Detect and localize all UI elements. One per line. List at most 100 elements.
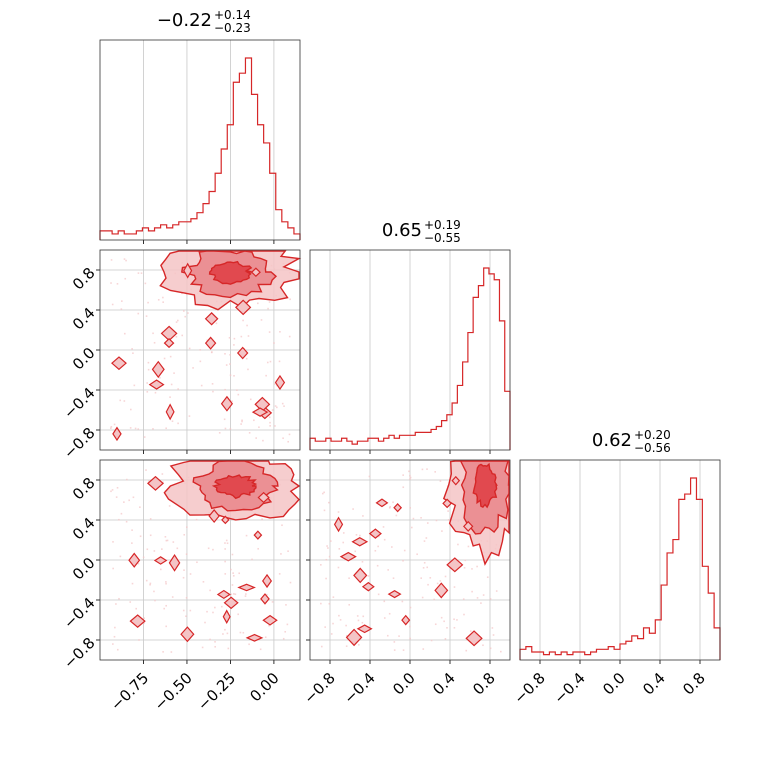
- sample-point: [348, 577, 350, 579]
- sample-point: [116, 283, 119, 285]
- sample-point: [393, 649, 396, 651]
- sample-point: [285, 604, 287, 606]
- sample-point: [138, 639, 140, 641]
- contour-island: [451, 475, 461, 486]
- sample-point: [206, 339, 209, 342]
- sample-point: [134, 427, 137, 430]
- sample-point: [119, 399, 122, 402]
- sample-point: [125, 259, 127, 262]
- sample-point: [116, 648, 119, 651]
- sample-point: [495, 590, 498, 592]
- sample-point: [433, 598, 435, 601]
- histogram-panel-frame: [519, 459, 721, 661]
- sample-point: [146, 548, 149, 551]
- sample-point: [330, 633, 333, 635]
- sample-point: [389, 505, 391, 508]
- y-tick-label: 0.0: [69, 344, 99, 374]
- sample-point: [232, 575, 235, 577]
- sample-point: [132, 496, 135, 499]
- contour-island: [361, 581, 375, 592]
- sample-point: [453, 618, 455, 621]
- contour-island: [168, 553, 181, 572]
- sample-point: [288, 433, 291, 436]
- sample-point: [328, 602, 331, 605]
- sample-point: [425, 537, 428, 539]
- contour-island: [160, 325, 178, 342]
- contour-island: [251, 407, 269, 417]
- sample-point: [185, 553, 188, 555]
- contour-island: [236, 346, 249, 360]
- sample-point: [233, 344, 235, 346]
- histogram-panel-frame: [309, 249, 511, 451]
- sample-point: [147, 361, 150, 364]
- sample-point: [212, 390, 214, 393]
- sample-point: [186, 526, 188, 528]
- histogram-step: [519, 477, 721, 660]
- sample-point: [170, 651, 173, 653]
- contour-island: [216, 589, 231, 600]
- contour-island: [165, 403, 175, 421]
- sample-point: [274, 425, 276, 427]
- sample-point: [439, 580, 442, 582]
- sample-point: [169, 355, 172, 358]
- sample-point: [152, 332, 154, 335]
- sample-point: [225, 539, 228, 542]
- sample-point: [435, 519, 438, 522]
- sample-point: [129, 601, 132, 603]
- sample-point: [288, 335, 291, 338]
- contour-island: [180, 626, 195, 643]
- x-tick-label: −0.75: [107, 669, 152, 714]
- sample-point: [171, 420, 174, 423]
- sample-point: [444, 575, 447, 578]
- x-tick-label: −0.4: [340, 669, 378, 707]
- sample-point: [161, 548, 163, 550]
- contour-island: [151, 360, 165, 379]
- contour-island: [446, 557, 464, 573]
- sample-point: [278, 360, 281, 363]
- sample-point: [273, 383, 276, 385]
- sample-point: [149, 583, 151, 586]
- sample-point: [271, 601, 274, 603]
- sample-point: [269, 425, 271, 427]
- sample-point: [338, 548, 341, 550]
- sample-point: [172, 541, 175, 543]
- sample-point: [139, 506, 141, 509]
- contour-island: [262, 573, 273, 589]
- sample-point: [464, 559, 467, 562]
- sample-point: [247, 335, 250, 337]
- sample-point: [232, 572, 234, 574]
- sample-point: [181, 292, 183, 295]
- sample-point: [409, 507, 411, 509]
- sample-point: [123, 501, 125, 503]
- sample-point: [123, 400, 126, 402]
- sample-point: [188, 415, 191, 417]
- sample-point: [388, 612, 391, 615]
- sample-point: [240, 335, 243, 338]
- sample-point: [326, 545, 328, 547]
- sample-point: [110, 259, 113, 261]
- sample-point: [163, 607, 165, 610]
- sample-point: [238, 572, 241, 575]
- sample-point: [423, 561, 426, 564]
- sample-point: [426, 566, 429, 569]
- sample-point: [143, 622, 145, 624]
- sample-point: [422, 648, 425, 650]
- x-tick-label: −0.4: [550, 669, 588, 707]
- sample-point: [242, 319, 244, 322]
- sample-point: [224, 427, 227, 430]
- sample-point: [110, 282, 112, 284]
- contour-island: [163, 337, 175, 349]
- sample-point: [467, 545, 470, 548]
- sample-point: [153, 590, 155, 593]
- sample-point: [499, 650, 502, 653]
- sample-point: [267, 307, 269, 310]
- sample-point: [426, 468, 428, 470]
- sample-point: [248, 432, 251, 434]
- sample-point: [258, 426, 260, 429]
- sample-point: [157, 298, 160, 301]
- sample-point: [231, 584, 234, 586]
- sample-point: [211, 351, 213, 353]
- sample-point: [257, 547, 259, 550]
- title-upper-error: +0.19: [424, 218, 461, 232]
